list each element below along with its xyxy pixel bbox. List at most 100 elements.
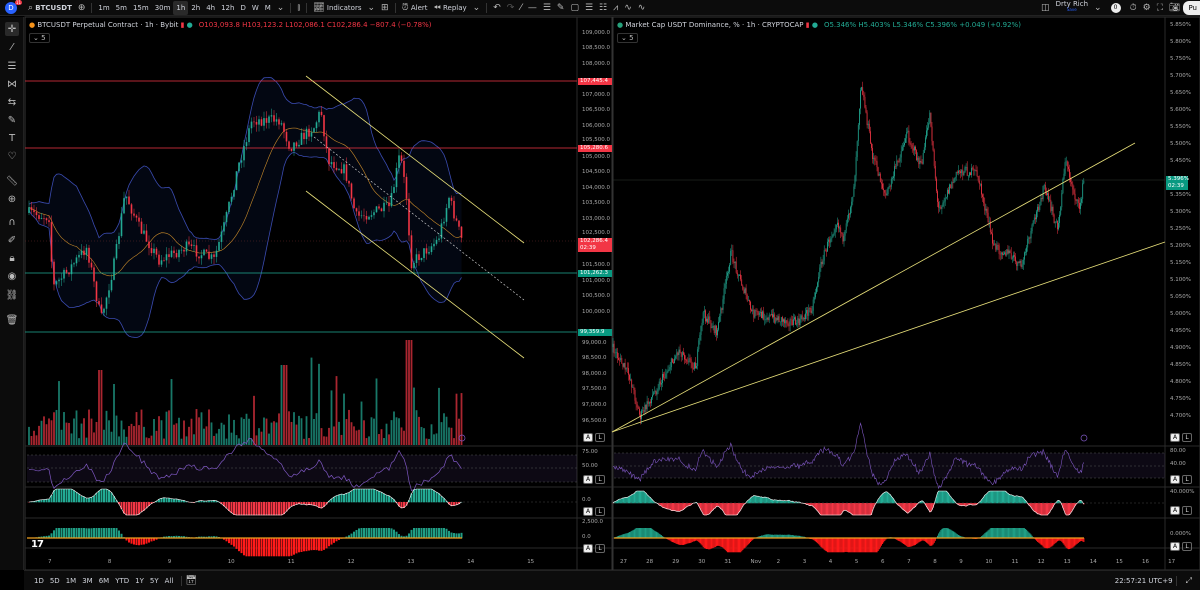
interval-30m[interactable]: 30m [154, 3, 171, 12]
text-tool[interactable]: T [5, 131, 19, 145]
brush-tool[interactable]: ✎ [554, 1, 568, 15]
alert-label: Alert [410, 3, 428, 12]
interval-5m[interactable]: 5m [115, 3, 127, 12]
auto-scale-button[interactable]: A [583, 507, 593, 516]
undo-button[interactable]: ↶ [490, 1, 504, 15]
regression-tool[interactable]: ☷ [596, 1, 610, 15]
pattern-tool[interactable]: ⋈ [5, 77, 19, 91]
brush-tool[interactable]: ✎ [5, 113, 19, 127]
replay-dropdown[interactable]: ⌄ [470, 1, 484, 15]
link-tool[interactable]: ⛓︎ [5, 288, 19, 302]
interval-2h[interactable]: 2h [191, 3, 201, 12]
range-1m[interactable]: 1M [65, 576, 77, 585]
hide-tool[interactable]: ◉ [5, 269, 19, 283]
compare-symbol-button[interactable]: ⊕ [75, 1, 89, 15]
range-ytd[interactable]: YTD [115, 576, 130, 585]
range-1y[interactable]: 1Y [135, 576, 144, 585]
lock-tool[interactable]: 🔒︎ [5, 251, 19, 265]
horizontal-line-tool[interactable]: — [525, 1, 540, 15]
range-6m[interactable]: 6M [98, 576, 110, 585]
auto-scale-button[interactable]: A [1170, 433, 1180, 442]
auto-scale-button[interactable]: A [1170, 542, 1180, 551]
zoom-tool[interactable]: ⊕ [5, 192, 19, 206]
rectangle-tool[interactable]: ▢ [567, 1, 582, 15]
wave-tool-2[interactable]: ∿ [635, 1, 649, 15]
unsaved-badge[interactable]: 0 [1110, 2, 1121, 13]
parallel-channel-tool[interactable]: ☰ [582, 1, 596, 15]
interval-dropdown[interactable]: ⌄ [274, 1, 288, 15]
settings-button[interactable]: ⚙︎ [1140, 1, 1154, 15]
replay-button[interactable]: ⏪︎ Replay [431, 1, 470, 15]
interval-D[interactable]: D [240, 3, 246, 12]
candle [876, 156, 878, 172]
volume-bar [368, 436, 370, 445]
symbol-search[interactable]: ⌕ BTCUSDT [25, 1, 75, 15]
log-scale-button[interactable]: L [595, 507, 605, 516]
auto-scale-button[interactable]: A [583, 544, 593, 553]
measure-tool[interactable]: 📏︎ [5, 174, 19, 188]
pattern-tool[interactable]: ⩘ [610, 1, 621, 15]
range-3m[interactable]: 3M [82, 576, 93, 585]
quick-search-button[interactable]: ⏱︎ [1127, 1, 1140, 15]
log-scale-button[interactable]: L [1182, 506, 1192, 515]
clock[interactable]: 22:57:21 UTC+9 [1114, 576, 1173, 585]
publish-button[interactable]: Pu [1183, 0, 1200, 15]
fib-tool[interactable]: ☰ [540, 1, 554, 15]
interval-1h[interactable]: 1h [173, 0, 189, 15]
interval-M[interactable]: M [264, 3, 271, 12]
left-indicators-toggle[interactable]: ⌄ 5 [29, 33, 50, 43]
interval-W[interactable]: W [251, 3, 259, 12]
auto-scale-button[interactable]: A [583, 433, 593, 442]
lock-drawing-tool[interactable]: ✐ [5, 233, 19, 247]
chart-type-button[interactable]: ⫾ [294, 1, 303, 15]
log-scale-button[interactable]: L [595, 544, 605, 553]
left-symbol-title[interactable]: BTCUSDT Perpetual Contract · 1h · Bybit [37, 21, 179, 29]
log-scale-button[interactable]: L [1182, 542, 1192, 551]
interval-1m[interactable]: 1m [98, 3, 110, 12]
auto-scale-button[interactable]: A [1170, 475, 1180, 484]
charts-canvas[interactable] [0, 0, 1200, 570]
log-scale-button[interactable]: L [1182, 475, 1192, 484]
flag-icon[interactable]: ▮ [805, 21, 810, 29]
avatar[interactable]: D 11 [5, 0, 22, 14]
alert-button[interactable]: ⏰︎ Alert [399, 1, 431, 15]
log-scale-button[interactable]: L [1182, 433, 1192, 442]
auto-scale-button[interactable]: A [583, 475, 593, 484]
candle [365, 210, 368, 224]
remove-tool[interactable]: 🗑︎ [5, 313, 19, 327]
trendline-tool[interactable]: ⁄ [517, 1, 525, 15]
range-5d[interactable]: 5D [49, 576, 60, 585]
histogram-bar [350, 533, 353, 539]
icon-tool[interactable]: ♡ [5, 149, 19, 163]
right-symbol-title[interactable]: Market Cap USDT Dominance, % · 1h · CRYP… [625, 21, 804, 29]
indicators-button[interactable]: 📈︎ Indicators [310, 1, 364, 15]
interval-12h[interactable]: 12h [221, 3, 235, 12]
redo-button[interactable]: ↷ [504, 1, 518, 15]
fullscreen-button[interactable]: ⛶ [1154, 1, 1166, 15]
auto-scale-button[interactable]: A [1170, 506, 1180, 515]
interval-15m[interactable]: 15m [132, 3, 149, 12]
layout-dropdown[interactable]: ⌄ [1091, 1, 1105, 15]
right-indicators-toggle[interactable]: ⌄ 5 [617, 33, 638, 43]
templates-button[interactable]: ⊞ [378, 1, 392, 15]
go-to-date-icon[interactable]: 📅︎ [185, 575, 197, 586]
indicators-dropdown[interactable]: ⌄ [365, 1, 379, 15]
range-all[interactable]: All [164, 576, 174, 585]
crosshair-tool[interactable]: ✛ [5, 22, 19, 36]
range-1d[interactable]: 1D [34, 576, 44, 585]
flag-icon[interactable]: ▮ [180, 21, 185, 29]
forecast-tool[interactable]: ⇆ [5, 95, 19, 109]
log-scale-button[interactable]: L [595, 433, 605, 442]
fib-tool[interactable]: ☰ [5, 59, 19, 73]
log-scale-button[interactable]: L [595, 475, 605, 484]
interval-4h[interactable]: 4h [206, 3, 216, 12]
snapshot-button[interactable]: 📷︎ [1166, 1, 1183, 15]
candle-body [867, 123, 869, 126]
magnet-tool[interactable]: ∩ [5, 215, 19, 229]
layout-button[interactable]: ◫ [1038, 1, 1053, 15]
range-5y[interactable]: 5Y [149, 576, 159, 585]
maximize-icon[interactable]: ⤢ [1185, 575, 1192, 585]
layout-name-button[interactable]: Drty Rich Save [1053, 0, 1091, 15]
wave-tool[interactable]: ∿ [621, 1, 635, 15]
trendline-tool[interactable]: ⁄ [5, 40, 19, 54]
